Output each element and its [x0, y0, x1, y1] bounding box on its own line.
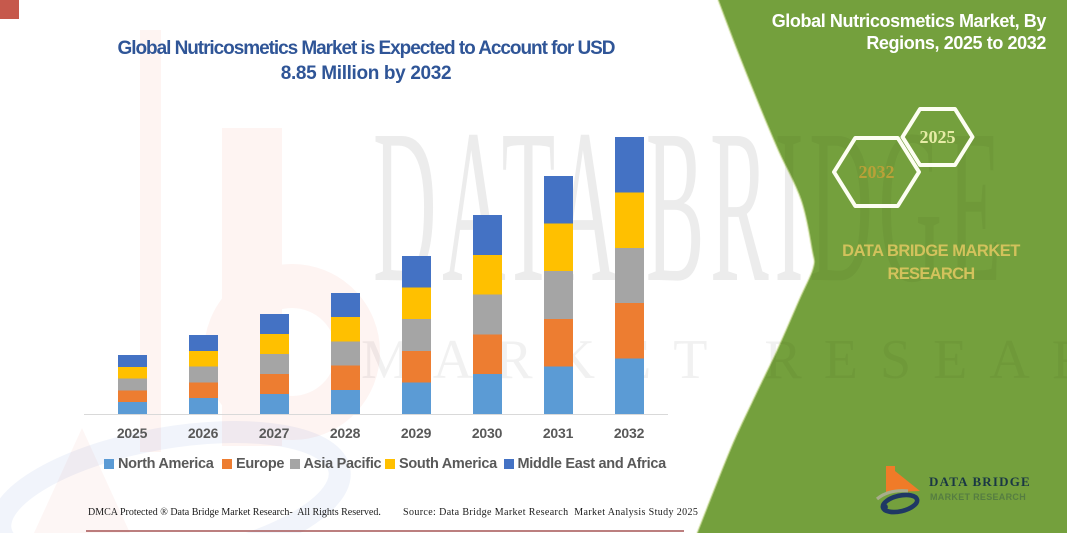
svg-text:2025: 2025 [920, 127, 956, 147]
svg-text:2032: 2032 [859, 162, 895, 182]
